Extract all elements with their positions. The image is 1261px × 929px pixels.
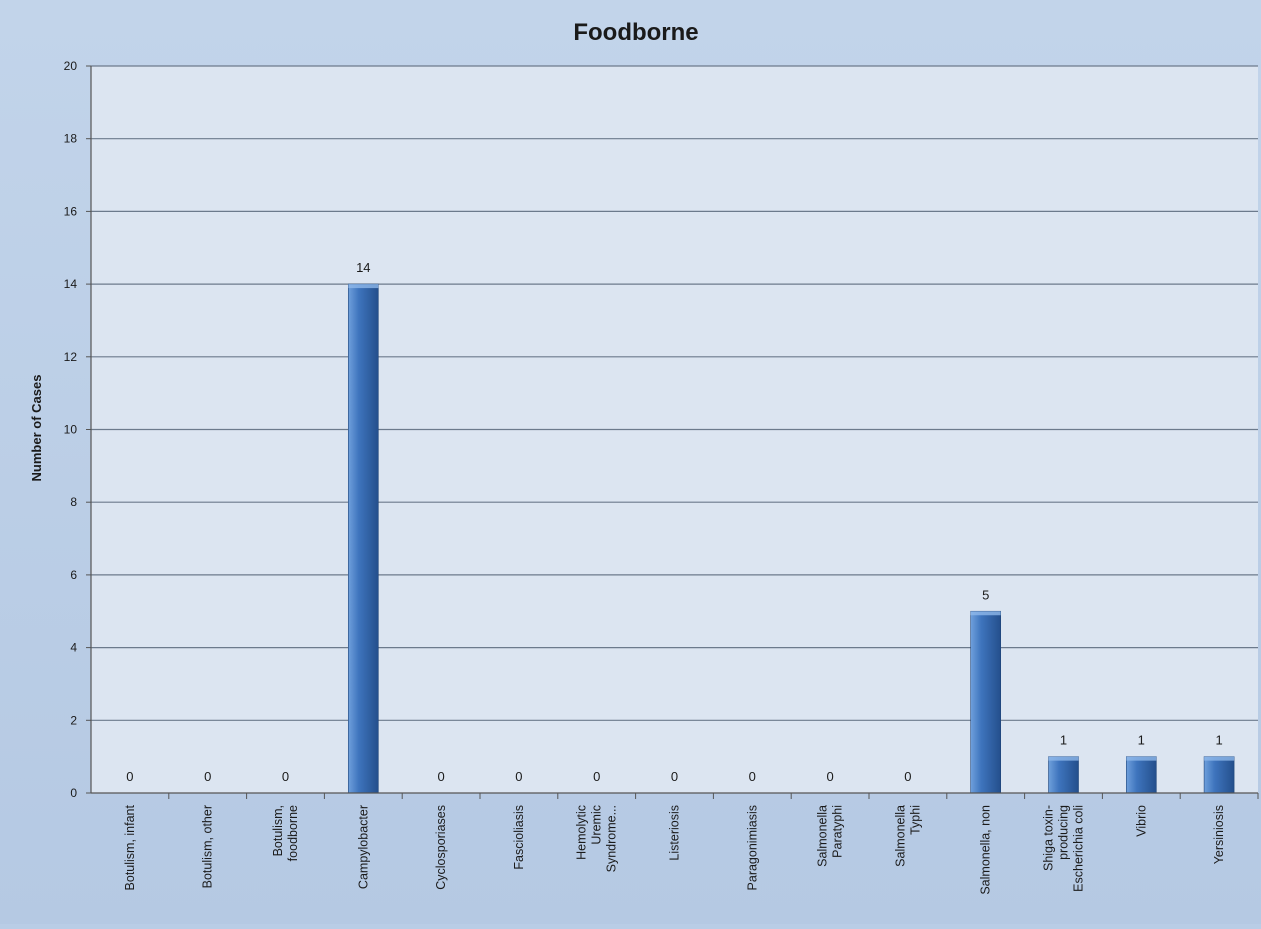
- bar-top-highlight: [1204, 756, 1235, 761]
- bar: [970, 610, 1002, 794]
- bar-top-highlight: [970, 611, 1001, 616]
- bar-top-highlight: [348, 284, 379, 289]
- x-tick-label: Cyclosporiases: [434, 805, 448, 890]
- x-tick-label: Salmonella Paratyphi: [816, 805, 845, 867]
- y-tick-label: 2: [70, 713, 77, 727]
- y-tick-label: 12: [64, 350, 78, 364]
- x-tick-label-line: Uremic: [590, 805, 604, 845]
- data-label: 0: [593, 769, 600, 784]
- x-tick-label: Yersiniosis: [1212, 805, 1226, 864]
- x-tick-label: Hemolytic Uremic Syndrome...: [575, 805, 619, 872]
- x-tick-label: Shiga toxin-producing Escherichia coli: [1042, 805, 1086, 892]
- data-label: 14: [356, 260, 370, 275]
- x-tick-label-line: Paratyphi: [831, 805, 845, 858]
- y-tick-label: 16: [64, 204, 78, 218]
- x-tick-label-line: foodborne: [286, 805, 300, 861]
- x-tick-label-line: Escherichia coli: [1072, 805, 1086, 892]
- y-tick-label: 14: [64, 277, 78, 291]
- x-tick-label-line: Hemolytic: [575, 805, 589, 860]
- bar: [1126, 756, 1157, 794]
- data-label: 1: [1060, 733, 1067, 748]
- x-tick-label-line: Yersiniosis: [1212, 805, 1226, 864]
- data-label: 5: [982, 587, 989, 602]
- data-label: 1: [1138, 733, 1145, 748]
- x-tick-label: Botulism, infant: [123, 804, 137, 890]
- data-label: 0: [515, 769, 522, 784]
- bars: [347, 283, 1235, 794]
- y-tick-label: 8: [70, 495, 77, 509]
- x-tick-label-line: Fascioliasis: [512, 805, 526, 870]
- data-label: 0: [749, 769, 756, 784]
- x-tick-label-line: Botulism, other: [201, 805, 215, 888]
- x-axis-ticks: Botulism, infant Botulism, other Botulism,…: [123, 793, 1259, 895]
- x-tick-label: Salmonella, non: [979, 805, 993, 895]
- data-label: 0: [671, 769, 678, 784]
- bar-top-highlight: [1048, 756, 1079, 761]
- x-tick-label: Campylobacter: [356, 805, 370, 889]
- x-tick-label-line: Syndrome...: [605, 805, 619, 872]
- x-tick-label: Paragonimiasis: [745, 805, 759, 890]
- x-tick-label: Listeriosis: [668, 805, 682, 861]
- bar: [1048, 756, 1079, 794]
- x-tick-label: Fascioliasis: [512, 805, 526, 870]
- x-tick-label-line: Listeriosis: [668, 805, 682, 861]
- data-labels: 0 0 0 14 0 0 0 0 0 0 0 5 1 1 1: [126, 260, 1222, 784]
- x-tick-label: Botulism, foodborne: [271, 805, 300, 861]
- bar-top-highlight: [1126, 756, 1157, 761]
- y-tick-label: 10: [64, 423, 78, 437]
- x-tick-label-line: Salmonella, non: [979, 805, 993, 895]
- data-label: 0: [437, 769, 444, 784]
- x-tick-label-line: Vibrio: [1134, 805, 1148, 837]
- x-tick-label-line: Salmonella: [893, 805, 907, 867]
- data-label: 0: [204, 769, 211, 784]
- x-tick-label-line: producing: [1057, 805, 1071, 860]
- bar: [347, 283, 379, 794]
- x-tick-label: Vibrio: [1134, 805, 1148, 837]
- grid-lines: [91, 65, 1258, 721]
- y-axis-ticks: 0 2 4 6 8 10 12 14 16 18 20: [64, 59, 91, 800]
- y-tick-label: 4: [70, 641, 77, 655]
- x-tick-label-line: Paragonimiasis: [745, 805, 759, 890]
- data-label: 1: [1215, 733, 1222, 748]
- x-tick-label-line: Botulism, infant: [123, 804, 137, 890]
- x-tick-label-line: Salmonella: [816, 805, 830, 867]
- data-label: 0: [282, 769, 289, 784]
- y-tick-label: 6: [70, 568, 77, 582]
- x-tick-label-line: Cyclosporiases: [434, 805, 448, 890]
- y-tick-label: 18: [64, 132, 78, 146]
- bar: [1203, 756, 1235, 794]
- x-tick-label-line: Typhi: [908, 805, 922, 835]
- x-tick-label: Salmonella Typhi: [893, 805, 922, 867]
- y-axis-label: Number of Cases: [29, 375, 44, 482]
- x-tick-label: Botulism, other: [201, 805, 215, 888]
- data-label: 0: [826, 769, 833, 784]
- y-tick-label: 0: [70, 786, 77, 800]
- y-tick-label: 20: [64, 59, 78, 73]
- chart-title: Foodborne: [573, 19, 698, 46]
- x-tick-label-line: Shiga toxin-: [1042, 805, 1056, 871]
- x-tick-label-line: Campylobacter: [356, 805, 370, 889]
- data-label: 0: [126, 769, 133, 784]
- x-tick-label-line: Botulism,: [271, 805, 285, 856]
- data-label: 0: [904, 769, 911, 784]
